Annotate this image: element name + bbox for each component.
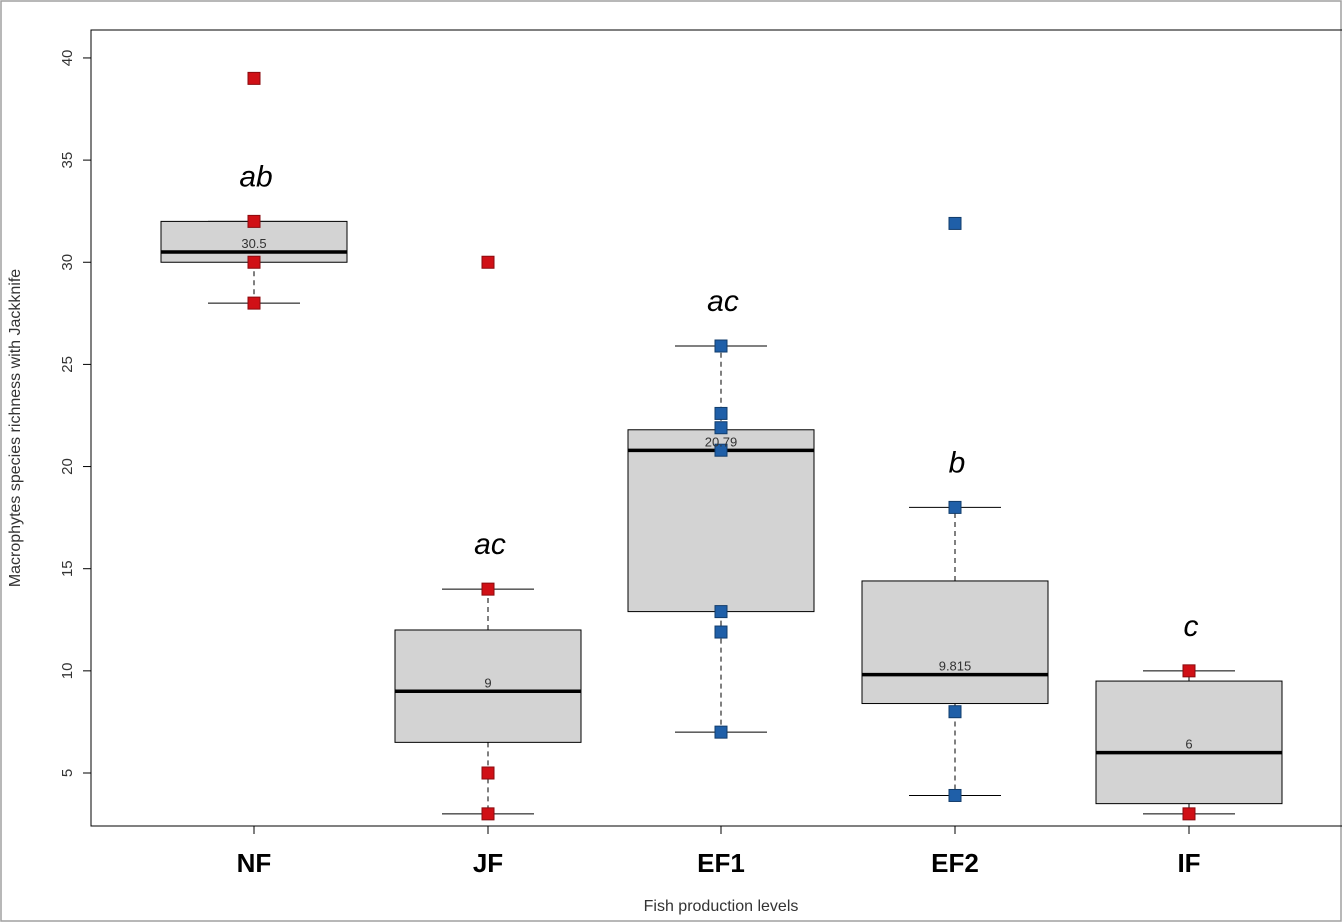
y-tick-label: 20	[59, 458, 76, 475]
box	[394, 629, 582, 743]
data-point	[714, 421, 728, 435]
box	[1095, 680, 1283, 805]
significance-letters: ac	[707, 285, 739, 318]
category-label: IF	[1177, 848, 1200, 878]
data-point	[247, 255, 261, 269]
category-label: JF	[473, 848, 503, 878]
data-point	[481, 255, 495, 269]
y-tick-label: 15	[59, 560, 76, 577]
y-tick-label: 30	[59, 254, 76, 271]
median-value-label: 9	[484, 675, 491, 690]
data-point	[714, 725, 728, 739]
box	[627, 429, 815, 613]
data-point	[247, 296, 261, 310]
median-value-label: 20.79	[705, 434, 738, 449]
median-value-label: 30.5	[241, 236, 266, 251]
y-tick-label: 10	[59, 663, 76, 680]
data-point	[714, 339, 728, 353]
labels-layer: NF 30.5 ab JF 9 ac EF1 20.79 ac EF2 9.815 b IF 6 c	[237, 160, 1201, 878]
boxes-layer	[160, 220, 1283, 815]
data-point	[247, 71, 261, 85]
points-layer	[247, 71, 1196, 821]
data-point	[481, 582, 495, 596]
y-axis: 5 10 15 20 25 30 35 40	[59, 50, 1190, 834]
data-point	[481, 807, 495, 821]
data-point	[948, 500, 962, 514]
y-tick-label: 40	[59, 50, 76, 67]
median-value-label: 9.815	[939, 659, 972, 674]
x-axis-title: Fish production levels	[644, 898, 799, 915]
data-point	[247, 214, 261, 228]
data-point	[1182, 807, 1196, 821]
data-point	[481, 766, 495, 780]
y-tick-label: 35	[59, 152, 76, 169]
median-value-label: 6	[1185, 737, 1192, 752]
data-point	[714, 406, 728, 420]
data-point	[714, 625, 728, 639]
data-point	[714, 443, 728, 457]
data-point	[948, 705, 962, 719]
significance-letters: ac	[474, 528, 506, 561]
data-point	[1182, 664, 1196, 678]
category-label: NF	[237, 848, 272, 878]
significance-letters: b	[949, 446, 966, 479]
y-tick-label: 25	[59, 356, 76, 373]
data-point	[948, 216, 962, 230]
data-point	[948, 788, 962, 802]
data-point	[714, 605, 728, 619]
category-label: EF1	[697, 848, 745, 878]
y-tick-label: 5	[59, 769, 76, 777]
category-label: EF2	[931, 848, 979, 878]
y-axis-title: Macrophytes species richness with Jackkn…	[7, 269, 24, 587]
significance-letters: c	[1184, 610, 1199, 643]
box	[861, 580, 1049, 705]
significance-letters: ab	[239, 160, 272, 193]
